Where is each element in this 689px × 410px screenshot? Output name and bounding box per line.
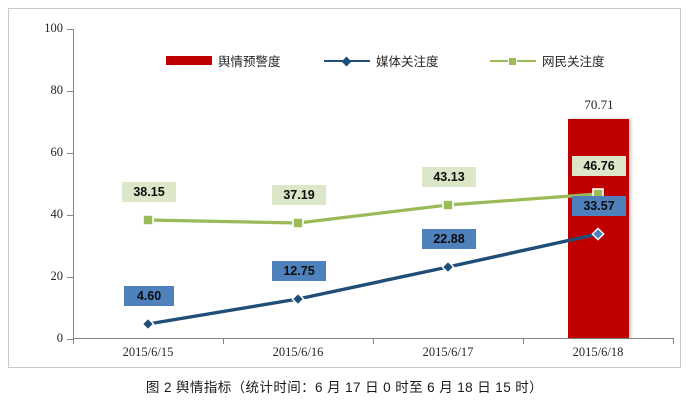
y-axis-line — [73, 29, 74, 339]
y-axis-label-80: 80 — [50, 83, 64, 97]
legend-label-media-attention: 媒体关注度 — [376, 54, 439, 69]
y-tick-100 — [67, 29, 73, 30]
y-axis-label-100: 100 — [44, 21, 63, 35]
data-label-netizen-1: 37.19 — [272, 185, 326, 205]
chart-container: 100 80 60 40 20 0 2015/6/15 2015/6/16 20… — [8, 8, 681, 368]
data-label-warning-index-3: 70.71 — [584, 97, 614, 112]
y-tick-40 — [67, 215, 73, 216]
legend-item-media-attention: 媒体关注度 — [324, 49, 439, 71]
series-lines — [141, 188, 605, 331]
figure-caption: 图 2 舆情指标（统计时间：6 月 17 日 0 时至 6 月 18 日 15 … — [145, 380, 544, 395]
plot-area: 100 80 60 40 20 0 2015/6/15 2015/6/16 20… — [9, 9, 682, 369]
y-axis-label-60: 60 — [50, 145, 64, 159]
legend-item-netizen-attention: 网民关注度 — [490, 49, 605, 71]
chart-legend: 舆情预警度 媒体关注度 网民关注度 — [9, 49, 682, 71]
line-netizen-attention — [146, 192, 600, 225]
x-tick-2 — [373, 338, 374, 344]
y-axis-label-20: 20 — [50, 269, 64, 283]
y-tick-80 — [67, 91, 73, 92]
x-axis-label-3: 2015/6/18 — [572, 345, 624, 359]
x-tick-start — [73, 338, 74, 344]
line-media-attention — [146, 232, 600, 326]
data-label-media-2: 22.88 — [422, 229, 476, 249]
legend-line-square-icon — [490, 55, 536, 66]
legend-line-diamond-icon — [324, 55, 370, 66]
marker-media-0 — [141, 317, 155, 331]
y-tick-0 — [67, 339, 73, 340]
data-label-netizen-2: 43.13 — [422, 167, 476, 187]
legend-item-warning-index: 舆情预警度 — [166, 49, 281, 71]
legend-label-warning-index: 舆情预警度 — [218, 54, 281, 69]
x-tick-3 — [523, 338, 524, 344]
data-label-netizen-3: 46.76 — [572, 156, 626, 176]
marker-netizen-1 — [292, 217, 304, 229]
marker-media-3 — [591, 227, 605, 241]
data-label-media-1: 12.75 — [272, 261, 326, 281]
x-axis-label-1: 2015/6/16 — [272, 345, 324, 359]
x-tick-end — [673, 338, 674, 344]
data-label-netizen-0: 38.15 — [122, 182, 176, 202]
marker-netizen-2 — [442, 199, 454, 211]
legend-label-netizen-attention: 网民关注度 — [542, 54, 605, 69]
x-axis-label-2: 2015/6/17 — [422, 345, 474, 359]
y-tick-60 — [67, 153, 73, 154]
x-tick-1 — [223, 338, 224, 344]
data-label-media-0: 4.60 — [124, 286, 174, 306]
y-tick-20 — [67, 277, 73, 278]
data-label-media-3: 33.57 — [572, 196, 626, 216]
y-axis-label-40: 40 — [50, 207, 64, 221]
marker-netizen-0 — [142, 214, 154, 226]
legend-bar-swatch-icon — [166, 55, 212, 65]
y-axis-label-0: 0 — [56, 331, 63, 345]
x-axis-label-0: 2015/6/15 — [122, 345, 174, 359]
marker-media-1 — [291, 292, 305, 306]
marker-media-2 — [441, 260, 455, 274]
